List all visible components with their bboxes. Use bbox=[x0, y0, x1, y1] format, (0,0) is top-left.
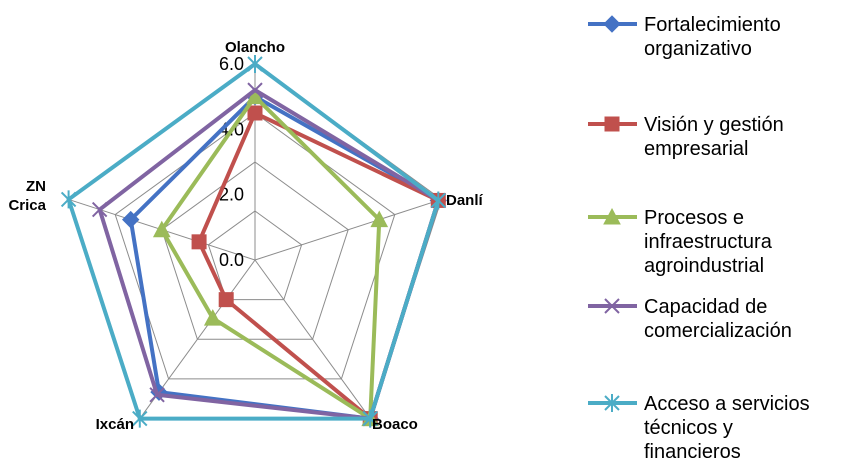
legend-label: Acceso a servicios técnicos y financieros bbox=[644, 393, 810, 463]
legend: Fortalecimiento organizativo Visión y gest… bbox=[588, 14, 810, 463]
category-label: ZN Crica bbox=[8, 178, 46, 214]
series-marker bbox=[603, 15, 621, 33]
series-marker bbox=[191, 234, 207, 250]
series bbox=[60, 55, 447, 428]
series-marker bbox=[370, 210, 389, 228]
tick-label: 2.0 bbox=[219, 185, 244, 205]
series bbox=[91, 82, 447, 427]
category-label: Olancho bbox=[225, 39, 285, 56]
legend-item: Capacidad de comercialización bbox=[588, 296, 792, 342]
series-marker bbox=[247, 82, 263, 98]
series-line bbox=[159, 94, 382, 421]
category-label: Boaco bbox=[372, 416, 418, 433]
legend-item: Fortalecimiento organizativo bbox=[588, 14, 781, 60]
series-marker bbox=[246, 87, 264, 105]
legend-item: Procesos e infraestructura agroindustrial bbox=[588, 207, 773, 277]
series-marker bbox=[132, 409, 148, 428]
grid-spoke bbox=[254, 259, 371, 419]
legend-label: Capacidad de comercialización bbox=[644, 296, 792, 342]
series-marker bbox=[603, 207, 621, 225]
series-marker bbox=[203, 309, 222, 326]
tick-label: 6.0 bbox=[219, 54, 244, 74]
series-marker bbox=[122, 210, 140, 229]
legend-item: Visión y gestión empresarial bbox=[588, 114, 784, 160]
series-marker bbox=[604, 394, 620, 412]
series-marker bbox=[152, 220, 171, 238]
series-line bbox=[197, 111, 441, 421]
series-line bbox=[66, 62, 441, 421]
series-marker bbox=[247, 105, 263, 121]
series-marker bbox=[604, 298, 620, 314]
grid-spoke bbox=[254, 198, 442, 261]
tick-label: 0.0 bbox=[219, 250, 244, 270]
grid-ring bbox=[207, 210, 303, 301]
category-label: Danlí bbox=[446, 192, 484, 209]
series-marker bbox=[604, 116, 620, 132]
series-marker bbox=[430, 191, 447, 210]
legend-label: Fortalecimiento organizativo bbox=[644, 14, 781, 60]
category-labels: Olancho Danlí Boaco Ixcán ZN Crica bbox=[8, 39, 483, 433]
series-marker bbox=[91, 201, 108, 218]
series-marker bbox=[247, 55, 263, 73]
category-label: Ixcán bbox=[96, 416, 134, 433]
legend-label: Procesos e infraestructura agroindustrial bbox=[644, 207, 773, 277]
series-marker bbox=[60, 190, 77, 209]
radar-series bbox=[60, 55, 448, 428]
series-line bbox=[97, 88, 441, 421]
grid-ring bbox=[161, 161, 349, 340]
series-marker bbox=[218, 292, 234, 308]
grid-ring bbox=[114, 112, 396, 380]
series-marker bbox=[362, 409, 378, 428]
legend-label: Visión y gestión empresarial bbox=[644, 114, 784, 160]
series-marker bbox=[149, 387, 165, 403]
legend-item: Acceso a servicios técnicos y financieros bbox=[588, 393, 810, 463]
